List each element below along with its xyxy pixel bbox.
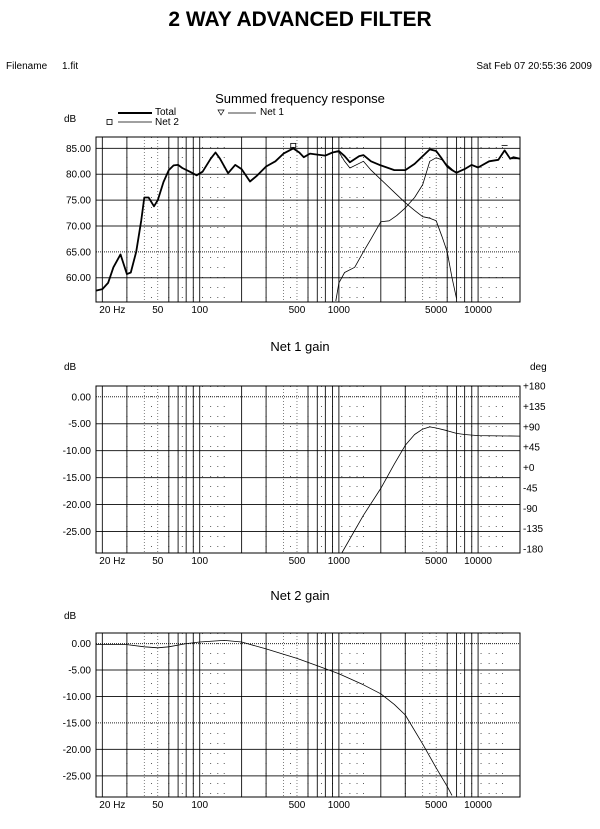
y-tick-label: -10.00	[63, 446, 92, 457]
y-tick-label: 75.00	[66, 196, 91, 207]
y-tick-label: 70.00	[66, 221, 91, 232]
chart-2-title: Net 1 gain	[270, 339, 330, 354]
legend-total-label: Total	[155, 107, 177, 118]
chart-3-title: Net 2 gain	[270, 588, 330, 603]
x-tick-label: 5000	[425, 305, 448, 316]
x-tick-label: 50	[152, 305, 164, 316]
x-tick-label: 100	[191, 556, 208, 567]
y2-tick-label: +135	[523, 402, 546, 413]
x-tick-label: 10000	[464, 556, 492, 567]
y2-tick-label: -45	[523, 483, 538, 494]
chart-2-y2label: deg	[530, 362, 547, 373]
x-tick-label: 50	[152, 800, 164, 811]
legend-net2-label: Net 2	[155, 117, 179, 128]
series-line-total	[95, 147, 521, 292]
chart-3-ylabel: dB	[64, 611, 77, 622]
filename-value: 1.fit	[62, 61, 79, 72]
filename-label: Filename	[6, 61, 48, 72]
x-tick-label: 100	[191, 800, 208, 811]
chart-1: 85.00 80.00 75.00 70.00 65.00 60.00 20 Hz 50 100…	[66, 136, 521, 316]
x-tick-label: 500	[289, 305, 306, 316]
y2-tick-label: +45	[523, 443, 540, 454]
y-tick-label: -25.00	[63, 771, 92, 782]
y2-tick-label: +180	[523, 382, 546, 393]
y-tick-label: -15.00	[63, 473, 92, 484]
y2-tick-label: -90	[523, 504, 538, 515]
x-tick-label: 10000	[464, 305, 492, 316]
x-tick-label: 10000	[464, 800, 492, 811]
x-tick-label: 20 Hz	[99, 800, 125, 811]
y-tick-label: 85.00	[66, 144, 91, 155]
x-tick-label: 500	[289, 556, 306, 567]
y-tick-label: 0.00	[72, 639, 92, 650]
legend-net1-label: Net 1	[260, 107, 284, 118]
x-tick-label: 500	[289, 800, 306, 811]
legend-net1-triangle-icon	[217, 109, 225, 116]
chart-2: 0.00 -5.00 -10.00 -15.00 -20.00 -25.00 20 Hz 50…	[63, 382, 546, 568]
y-tick-label: 0.00	[72, 392, 92, 403]
y2-tick-label: -180	[523, 545, 543, 556]
chart-1-title: Summed frequency response	[215, 91, 385, 106]
y-tick-label: -25.00	[63, 527, 92, 538]
timestamp: Sat Feb 07 20:55:36 2009	[476, 61, 592, 72]
y-tick-label: -10.00	[63, 692, 92, 703]
y-tick-label: -20.00	[63, 745, 92, 756]
y-tick-label: -20.00	[63, 500, 92, 511]
y-tick-label: 60.00	[66, 273, 91, 284]
series-line-gain	[341, 426, 521, 554]
y-tick-label: 65.00	[66, 247, 91, 258]
series-line-gain	[96, 640, 453, 796]
chart-3: 0.00 -5.00 -10.00 -15.00 -20.00 -25.00 20 Hz 50…	[63, 632, 521, 811]
x-tick-label: 5000	[425, 556, 448, 567]
net2-marker-square-icon	[290, 142, 297, 148]
x-tick-label: 1000	[328, 556, 351, 567]
y-tick-label: 80.00	[66, 170, 91, 181]
x-tick-label: 100	[191, 305, 208, 316]
plot-frame	[95, 632, 521, 798]
chart-1-ylabel: dB	[64, 114, 77, 125]
x-tick-label: 5000	[425, 800, 448, 811]
chart-2-ylabel: dB	[64, 362, 77, 373]
y-tick-label: -5.00	[68, 419, 91, 430]
series-line-net-2	[332, 151, 457, 299]
plot-frame	[95, 385, 521, 554]
x-tick-label: 1000	[328, 800, 351, 811]
x-tick-label: 1000	[328, 305, 351, 316]
x-tick-label: 20 Hz	[99, 556, 125, 567]
legend-swatches	[106, 109, 256, 125]
y-tick-label: -5.00	[68, 666, 91, 677]
legend-net2-square-icon	[106, 119, 113, 125]
y2-tick-label: -135	[523, 524, 543, 535]
y2-tick-label: +0	[523, 463, 535, 474]
x-tick-label: 20 Hz	[99, 305, 125, 316]
y-tick-label: -15.00	[63, 718, 92, 729]
x-tick-label: 50	[152, 556, 164, 567]
y2-tick-label: +90	[523, 422, 540, 433]
series-line-net-1	[335, 149, 520, 302]
plot-frame	[95, 136, 521, 303]
page-title: 2 WAY ADVANCED FILTER	[168, 8, 432, 31]
